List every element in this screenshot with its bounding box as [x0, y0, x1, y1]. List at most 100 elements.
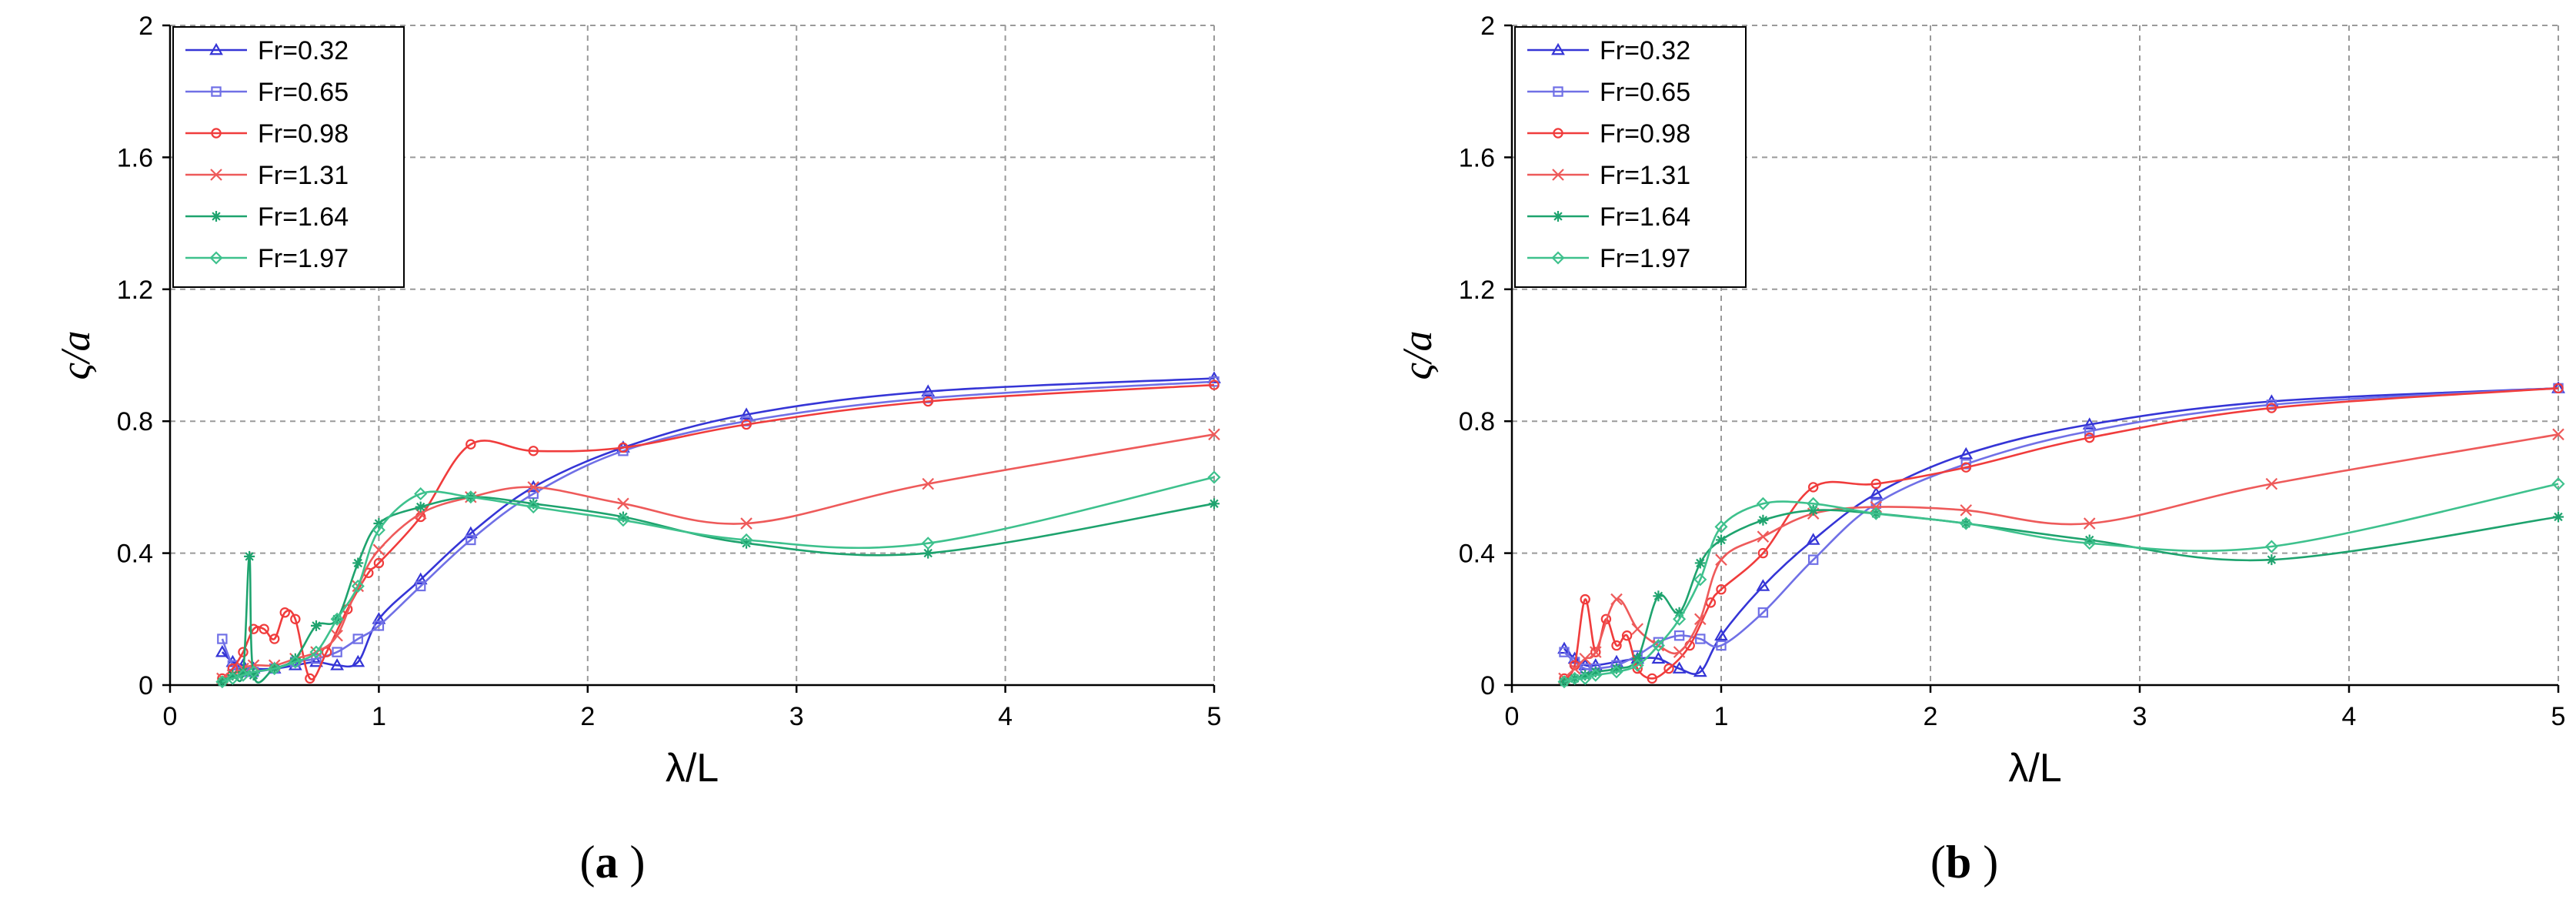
y-tick-label: 2: [1480, 12, 1495, 41]
data-point: [1716, 640, 1727, 651]
y-tick-label: 1.6: [117, 143, 153, 172]
data-point: [1757, 530, 1770, 543]
x-tick-label: 2: [580, 702, 595, 731]
data-point: [279, 607, 290, 618]
data-point: [1610, 665, 1623, 679]
data-point: [2265, 477, 2278, 490]
x-tick-label: 2: [1924, 702, 1938, 731]
data-point: [1672, 661, 1687, 674]
series-Fr=0.65: [217, 376, 1220, 677]
data-point: [2084, 534, 2095, 546]
data-point: [922, 477, 934, 490]
data-point: [1694, 613, 1707, 626]
legend-label: Fr=1.64: [1600, 202, 1690, 232]
data-point: [215, 675, 229, 689]
data-point: [415, 501, 426, 513]
x-tick-label: 5: [1207, 702, 1222, 731]
series-line: [221, 380, 1215, 674]
data-point: [1207, 470, 1221, 484]
data-point: [1807, 496, 1820, 510]
data-point: [309, 645, 323, 659]
data-point: [526, 500, 540, 514]
data-point: [289, 655, 302, 669]
data-point: [1589, 668, 1603, 682]
legend-label: Fr=1.31: [258, 161, 349, 190]
legend-item: Fr=1.97: [1527, 244, 1690, 273]
data-point: [741, 537, 752, 549]
data-point: [1610, 593, 1623, 606]
legend-label: Fr=1.31: [1600, 161, 1690, 190]
data-point: [1870, 478, 1881, 490]
data-point: [2266, 554, 2277, 566]
legend-item: Fr=0.32: [1527, 36, 1690, 65]
legend: Fr=0.32 Fr=0.65 Fr=0.98 Fr=1.31 Fr=1.64 Fr=1.…: [172, 26, 405, 288]
data-point: [464, 490, 478, 504]
data-point: [1807, 482, 1819, 493]
series-line: [222, 433, 1215, 680]
data-point: [463, 526, 478, 539]
data-point: [1673, 607, 1685, 618]
legend-label: Fr=0.32: [258, 36, 349, 65]
y-axis-label: ς/a: [1394, 331, 1440, 380]
data-point: [739, 533, 753, 547]
data-point: [2266, 403, 2277, 413]
data-point: [1756, 496, 1770, 510]
data-point: [215, 644, 229, 657]
chart-panel-b: 0 1 2 3 4 5 0 0.4 0.8 1.2 1.6 2 λ/L ς/a Fr=0.32 Fr=0.65…: [1394, 12, 2565, 791]
legend-marker: [1552, 169, 1564, 181]
y-tick-label: 2: [138, 12, 153, 41]
data-point: [1960, 462, 1971, 473]
data-point: [1694, 557, 1706, 569]
x-tick-label: 3: [789, 702, 804, 731]
data-point: [414, 486, 428, 501]
data-point: [1807, 504, 1819, 516]
data-point: [1568, 662, 1581, 675]
x-axis-label: λ/L: [666, 746, 719, 791]
series-Fr=1.64: [1559, 504, 2564, 687]
legend-marker: [211, 128, 222, 139]
data-point: [1590, 646, 1602, 658]
data-point: [528, 446, 539, 456]
data-point: [351, 654, 365, 667]
y-tick-label: 0: [138, 671, 153, 700]
data-point: [1632, 653, 1643, 664]
data-point: [244, 550, 255, 562]
legend-item: Fr=1.64: [185, 202, 349, 232]
data-point: [1621, 630, 1633, 641]
data-point: [1673, 630, 1685, 641]
data-point: [351, 579, 365, 593]
legend-marker: [210, 169, 222, 181]
legend-item: Fr=1.31: [185, 161, 349, 190]
legend-marker: [1551, 251, 1565, 265]
series-Fr=1.97: [1557, 477, 2565, 689]
data-point: [332, 647, 342, 657]
y-tick-label: 0.4: [117, 540, 153, 569]
x-tick-label: 0: [163, 702, 178, 731]
panel-label-a: (a ): [580, 837, 646, 888]
data-point: [617, 511, 629, 523]
data-point: [1557, 675, 1571, 689]
data-point: [290, 613, 301, 625]
data-point: [2084, 426, 2095, 436]
data-point: [2083, 537, 2097, 550]
legend-label: Fr=0.65: [1600, 78, 1690, 107]
data-point: [237, 666, 249, 677]
data-point: [1715, 553, 1727, 566]
legend-label: Fr=0.65: [258, 78, 349, 107]
y-tick-label: 0.8: [1459, 407, 1495, 436]
data-point: [1960, 504, 1973, 517]
x-tick-label: 3: [2133, 702, 2147, 731]
data-point: [352, 557, 364, 569]
legend-item: Fr=1.64: [1527, 202, 1690, 232]
data-point: [2084, 432, 2095, 443]
y-tick-label: 0.8: [117, 407, 153, 436]
data-point: [1579, 652, 1591, 665]
data-point: [1580, 593, 1590, 605]
data-point: [372, 523, 385, 537]
data-point: [2553, 383, 2564, 394]
legend-marker: [211, 211, 222, 222]
y-tick-label: 0: [1480, 671, 1495, 700]
data-point: [1673, 612, 1687, 626]
legend-marker: [211, 86, 222, 97]
data-point: [465, 439, 476, 450]
